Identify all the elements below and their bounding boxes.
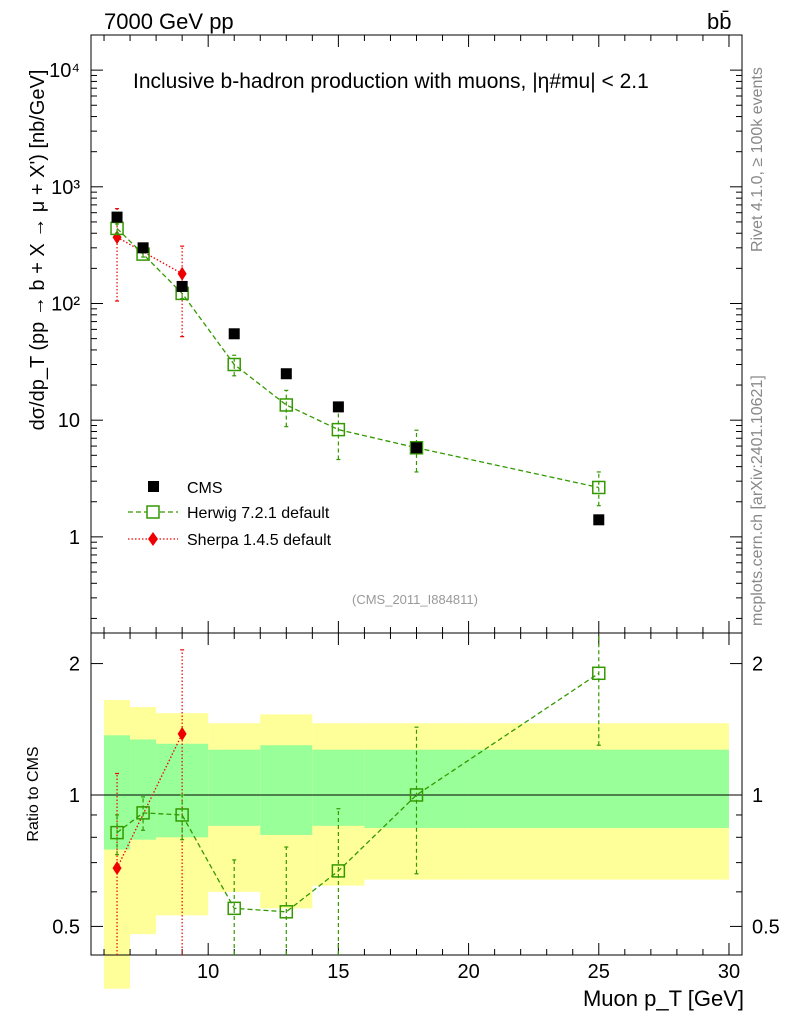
energy-label: 7000 GeV pp xyxy=(104,9,234,34)
green-band xyxy=(468,749,729,829)
x-tick-label: 25 xyxy=(588,961,610,983)
main-point-cms xyxy=(176,280,188,292)
main-point-cms xyxy=(332,401,344,413)
rivet-label: Rivet 4.1.0, ≥ 100k events xyxy=(749,67,766,252)
main-point-cms xyxy=(111,211,123,223)
y-tick-label: 10 xyxy=(58,410,80,432)
ratio-y-tick-label: 2 xyxy=(69,654,80,676)
ratio-y-tick-label-right: 1 xyxy=(752,785,763,807)
x-tick-label: 20 xyxy=(457,961,479,983)
main-point-herwig xyxy=(592,480,606,495)
data-series xyxy=(110,208,606,955)
x-tick-label: 10 xyxy=(197,961,219,983)
y-tick-label: 10³ xyxy=(51,177,80,199)
main-line-herwig xyxy=(116,227,599,489)
ratio-point-herwig xyxy=(136,806,150,820)
legend: CMS Herwig 7.2.1 default Sherpa 1.4.5 de… xyxy=(128,480,332,549)
legend-herwig-marker xyxy=(146,505,160,519)
legend-cms-label: CMS xyxy=(187,480,223,497)
mcplots-label: mcplots.cern.ch [arXiv:2401.10621] xyxy=(749,375,766,626)
plot-title: Inclusive b-hadron production with muons… xyxy=(133,70,649,93)
ratio-point-sherpa xyxy=(177,726,187,741)
ratio-y-tick-label-right: 2 xyxy=(752,654,763,676)
main-point-cms xyxy=(137,242,149,254)
main-point-cms xyxy=(280,368,292,380)
ratio-line-herwig xyxy=(116,672,600,913)
legend-sherpa-marker xyxy=(148,532,158,546)
main-point-herwig xyxy=(279,398,294,412)
green-band xyxy=(260,745,313,835)
green-band xyxy=(208,749,261,826)
ratio-point-herwig xyxy=(175,808,189,822)
ratio-point-sherpa xyxy=(112,861,122,876)
ratio-line-sherpa xyxy=(116,733,183,869)
y-tick-label: 1 xyxy=(69,527,80,549)
axis-ticks: 10 15 20 25 30 1 10 10² 10³ 10⁴ 0.5 0.5 1 1 2 2 xyxy=(49,34,780,983)
ratio-point-herwig xyxy=(110,825,124,840)
ratio-y-tick-label: 0.5 xyxy=(52,916,80,938)
x-tick-label: 30 xyxy=(718,961,740,983)
main-point-cms xyxy=(593,514,605,526)
ratio-y-tick-label-right: 0.5 xyxy=(752,916,780,938)
main-point-herwig xyxy=(409,441,424,455)
main-point-sherpa xyxy=(177,266,187,281)
ratio-point-herwig xyxy=(331,864,346,878)
main-point-herwig xyxy=(227,357,241,372)
green-band xyxy=(130,739,157,840)
ratio-y-tick-label: 1 xyxy=(69,785,80,807)
main-point-cms xyxy=(228,328,240,340)
legend-sherpa-label: Sherpa 1.4.5 default xyxy=(187,532,332,549)
legend-herwig-label: Herwig 7.2.1 default xyxy=(187,505,330,522)
ratio-point-herwig xyxy=(279,905,294,919)
y-tick-label: 10⁴ xyxy=(49,60,80,82)
main-point-cms xyxy=(411,442,422,454)
ratio-point-herwig xyxy=(592,666,606,681)
main-y-axis-label: dσ/dp_T (pp → b + X → μ + X') [nb/GeV] xyxy=(27,70,49,431)
ratio-point-herwig xyxy=(409,788,424,802)
ratio-point-herwig xyxy=(227,901,241,916)
main-point-herwig xyxy=(331,422,346,437)
x-tick-label: 15 xyxy=(327,961,349,983)
legend-cms-marker xyxy=(148,481,159,492)
ratio-y-axis-label: Ratio to CMS xyxy=(25,746,42,841)
x-axis-label: Muon p_T [GeV] xyxy=(583,986,744,1011)
analysis-tag: (CMS_2011_I884811) xyxy=(352,592,478,607)
process-label: bb̄ xyxy=(707,9,731,34)
y-tick-label: 10² xyxy=(51,293,80,315)
